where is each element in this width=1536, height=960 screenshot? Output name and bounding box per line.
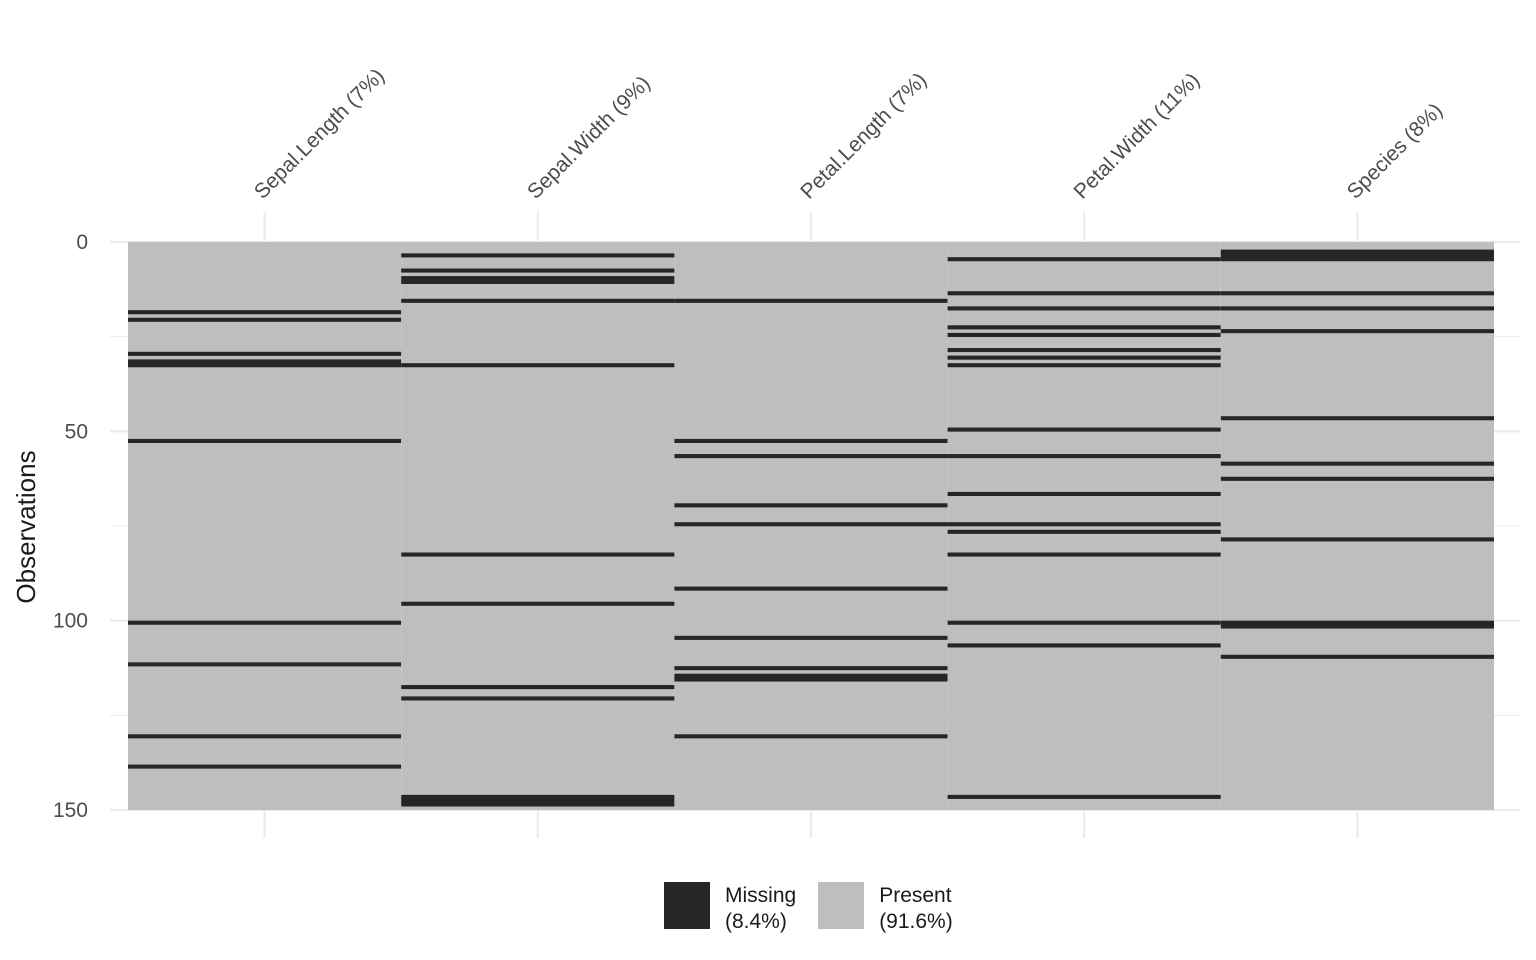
legend-swatch-present bbox=[818, 882, 865, 929]
missing-cell bbox=[947, 427, 1221, 432]
missing-cell bbox=[947, 522, 1221, 527]
column-label: Sepal.Length (7%) bbox=[250, 64, 389, 203]
y-tick-label: 100 bbox=[53, 610, 88, 633]
y-axis-label: Observations bbox=[11, 450, 41, 603]
missing-cell bbox=[947, 363, 1221, 368]
missing-cell bbox=[674, 522, 948, 527]
column-label: Petal.Width (11%) bbox=[1069, 69, 1204, 204]
missing-cell bbox=[128, 317, 402, 322]
missing-cell bbox=[1220, 416, 1494, 421]
legend-text-missing: Missing (8.4%) bbox=[725, 883, 796, 935]
missing-cell bbox=[401, 253, 675, 258]
legend-text-present: Present (91.6%) bbox=[879, 883, 953, 935]
missing-cell bbox=[947, 794, 1221, 799]
missing-cell bbox=[947, 257, 1221, 262]
missing-cell bbox=[947, 306, 1221, 311]
legend-value-present: (91.6%) bbox=[879, 910, 953, 933]
missing-cell bbox=[947, 529, 1221, 534]
legend-swatch-missing bbox=[664, 882, 710, 929]
missing-cell bbox=[1220, 291, 1494, 296]
missing-cell bbox=[1220, 537, 1494, 542]
missing-cell bbox=[674, 454, 948, 459]
missing-cell bbox=[128, 363, 402, 368]
legend-label-missing: Missing bbox=[725, 884, 797, 907]
present-cells bbox=[401, 242, 675, 810]
missing-cell bbox=[947, 348, 1221, 353]
missing-cell bbox=[1220, 624, 1494, 629]
missing-cell bbox=[947, 332, 1221, 337]
missing-cell bbox=[128, 620, 402, 625]
present-cells bbox=[1220, 242, 1494, 810]
legend: Missing (8.4%) Present (91.6%) bbox=[664, 882, 975, 935]
missing-cell bbox=[401, 601, 675, 606]
missing-cell bbox=[128, 359, 402, 364]
missing-cell bbox=[947, 552, 1221, 557]
missing-cell bbox=[947, 291, 1221, 296]
present-cells bbox=[128, 242, 402, 810]
missing-cell bbox=[401, 802, 675, 807]
missing-cell bbox=[1220, 249, 1494, 254]
missing-cell bbox=[1220, 329, 1494, 334]
y-tick-label: 50 bbox=[65, 420, 88, 443]
missing-cell bbox=[128, 310, 402, 315]
missing-cell bbox=[401, 268, 675, 273]
missing-cell bbox=[674, 666, 948, 671]
missing-cell bbox=[1220, 461, 1494, 466]
missing-cell bbox=[947, 491, 1221, 497]
missing-cell bbox=[947, 620, 1221, 625]
column-label: Sepal.Width (9%) bbox=[523, 72, 655, 204]
missing-cell bbox=[674, 734, 948, 739]
missing-cell bbox=[1220, 257, 1494, 262]
missing-cell bbox=[1220, 306, 1494, 311]
column-label: Petal.Length (7%) bbox=[796, 68, 931, 203]
missing-cell bbox=[947, 643, 1221, 648]
missing-cell bbox=[947, 454, 1221, 459]
missing-cell bbox=[401, 696, 675, 701]
missing-cell bbox=[128, 438, 402, 443]
missing-cell bbox=[674, 677, 948, 682]
missing-cell bbox=[1220, 476, 1494, 481]
missing-cell bbox=[128, 351, 402, 356]
missing-cell bbox=[128, 662, 402, 667]
missing-cell bbox=[674, 635, 948, 640]
missing-cell bbox=[128, 764, 402, 769]
legend-value-missing: (8.4%) bbox=[725, 910, 787, 933]
missing-cell bbox=[674, 438, 948, 443]
missing-cell bbox=[401, 552, 675, 557]
missing-cell bbox=[674, 298, 948, 303]
y-tick-label: 150 bbox=[53, 799, 88, 822]
missing-cell bbox=[401, 798, 675, 803]
missing-cell bbox=[1220, 620, 1494, 625]
missing-cell bbox=[401, 276, 675, 281]
legend-item-missing: Missing (8.4%) bbox=[664, 882, 796, 935]
missing-cell bbox=[401, 298, 675, 303]
missing-cell bbox=[674, 586, 948, 591]
missing-cell bbox=[401, 794, 675, 799]
missing-cell bbox=[947, 355, 1221, 360]
missing-cell bbox=[401, 363, 675, 368]
missing-cell bbox=[401, 279, 675, 284]
y-tick-label: 0 bbox=[76, 231, 88, 254]
missing-cell bbox=[674, 503, 948, 508]
missing-cell bbox=[1220, 654, 1494, 659]
missing-cell bbox=[401, 685, 675, 690]
missing-cell bbox=[128, 734, 402, 739]
legend-item-present: Present (91.6%) bbox=[818, 882, 953, 935]
column-label: Species (8%) bbox=[1343, 99, 1448, 204]
missing-cell bbox=[674, 673, 948, 678]
missing-cell bbox=[1220, 253, 1494, 258]
heatmap-cells bbox=[128, 242, 1494, 810]
legend-label-present: Present bbox=[879, 884, 952, 907]
missing-cell bbox=[947, 325, 1221, 330]
